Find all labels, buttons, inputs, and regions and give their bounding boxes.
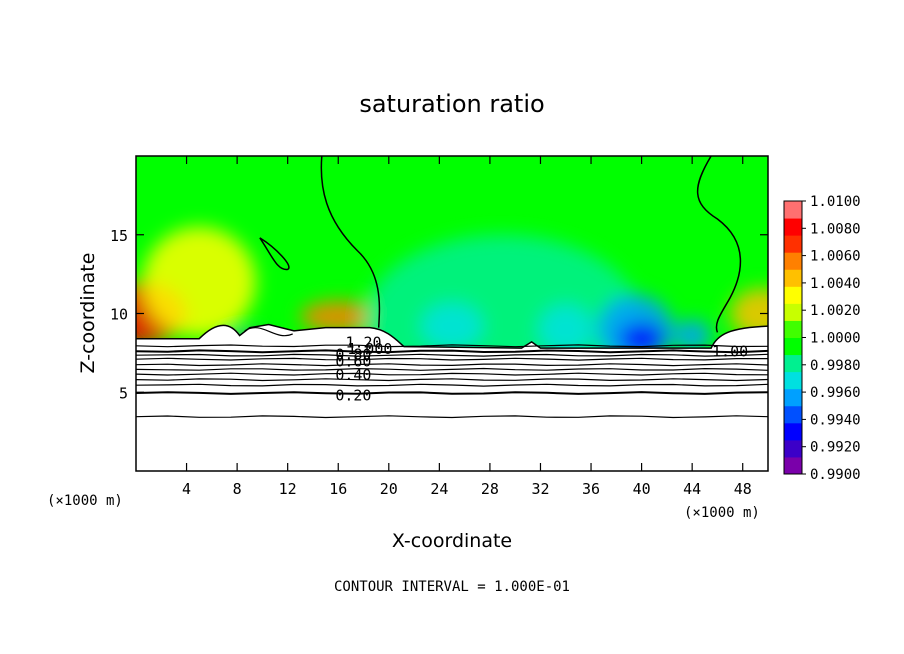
plot-area: 1.201.0000.800.600.400.201.004 8 12 16 20 24 2… (110, 155, 769, 498)
contour-line (136, 357, 768, 361)
x-tick-label: 12 (279, 480, 297, 498)
contour-line (136, 367, 768, 371)
colorbar-swatch (784, 269, 802, 287)
subsaturation-region (673, 319, 712, 352)
contour-line (136, 378, 768, 382)
contour-interval-note: CONTOUR INTERVAL = 1.000E-01 (334, 579, 570, 595)
colorbar-swatch (784, 303, 802, 321)
contour-lines (136, 344, 768, 419)
colorbar-swatch (784, 354, 802, 373)
contour-label: 1.00 (712, 342, 748, 360)
x-unit-label: (×1000 m) (684, 505, 760, 521)
contour-line (136, 415, 768, 419)
y-tick-label: 5 (119, 384, 128, 402)
colorbar-tick-label: 1.0060 (810, 249, 861, 265)
colorbar-tick-label: 0.9940 (810, 412, 861, 428)
colorbar-tick-label: 1.0100 (810, 194, 861, 210)
colorbar-swatch (784, 405, 802, 424)
contour-line (136, 363, 768, 367)
colorbar-swatch (784, 320, 802, 338)
x-tick-label: 24 (430, 480, 448, 498)
x-tick-label: 48 (734, 480, 752, 498)
contour-line (696, 155, 742, 333)
colorbar-swatch (784, 388, 802, 407)
x-tick-label: 16 (329, 480, 347, 498)
x-tick-label: 4 (182, 480, 191, 498)
cloud-boundary-contour (136, 323, 768, 349)
y-axis-label: Z-coordinate (77, 253, 99, 374)
colorbar-swatch (784, 235, 802, 253)
contour-line (244, 327, 293, 337)
colorbar-tick-label: 1.0080 (810, 221, 861, 237)
contour-label: 0.40 (335, 366, 371, 384)
colorbar-tick-label: 1.0020 (810, 303, 861, 319)
contour-line (136, 372, 768, 376)
colorbar-tick-label: 0.9920 (810, 440, 861, 456)
x-tick-label: 40 (633, 480, 651, 498)
colorbar-tick-label: 0.9900 (810, 467, 861, 483)
y-tick-label: 15 (110, 227, 128, 245)
colorbar-swatch (784, 286, 802, 304)
contour-line (259, 237, 290, 271)
x-tick-label: 20 (380, 480, 398, 498)
contour-label: 0.20 (335, 386, 371, 404)
colorbar-swatch (784, 337, 802, 356)
contour-label: 1.000 (347, 340, 392, 358)
colorbar-swatch (784, 371, 802, 390)
contour-label: 0.60 (335, 353, 371, 371)
colorbar-swatch (784, 456, 802, 475)
contour-line (136, 391, 768, 395)
subsaturation-region (420, 302, 484, 350)
colorbar-tick-label: 0.9980 (810, 358, 861, 374)
x-axis-label: X-coordinate (392, 530, 512, 552)
x-tick-label: 36 (582, 480, 600, 498)
colorbar-swatch (784, 422, 802, 441)
colorbar-tick-label: 1.0040 (810, 276, 861, 292)
colorbar-swatch (784, 218, 802, 236)
x-tick-label: 28 (481, 480, 499, 498)
colorbar-tick-label: 0.9960 (810, 385, 861, 401)
contour-line (320, 155, 381, 328)
subsaturation-region (537, 304, 594, 355)
x-tick-label: 8 (233, 480, 242, 498)
colorbar-tick-label: 1.0000 (810, 331, 861, 347)
x-tick-label: 44 (683, 480, 701, 498)
contour-line (136, 353, 768, 357)
colorbar-swatch (784, 252, 802, 270)
colorbar-swatch (784, 439, 802, 458)
contour-line (136, 349, 768, 354)
contour-label: 0.80 (335, 345, 371, 363)
supersaturation-region (300, 300, 377, 333)
contour-line (136, 383, 768, 387)
y-unit-label: (×1000 m) (47, 493, 123, 509)
chart-title: saturation ratio (359, 90, 544, 118)
contour-line (136, 344, 768, 348)
contour-label: 1.20 (345, 334, 381, 352)
colorbar-swatch (784, 201, 802, 219)
x-tick-label: 32 (531, 480, 549, 498)
supersaturation-region (142, 226, 257, 338)
below-cloud-region (136, 324, 768, 471)
y-tick-label: 10 (110, 306, 128, 324)
colorbar: 1.0100 1.0080 1.0060 1.0040 1.0020 1.0000 0.99… (783, 194, 861, 483)
